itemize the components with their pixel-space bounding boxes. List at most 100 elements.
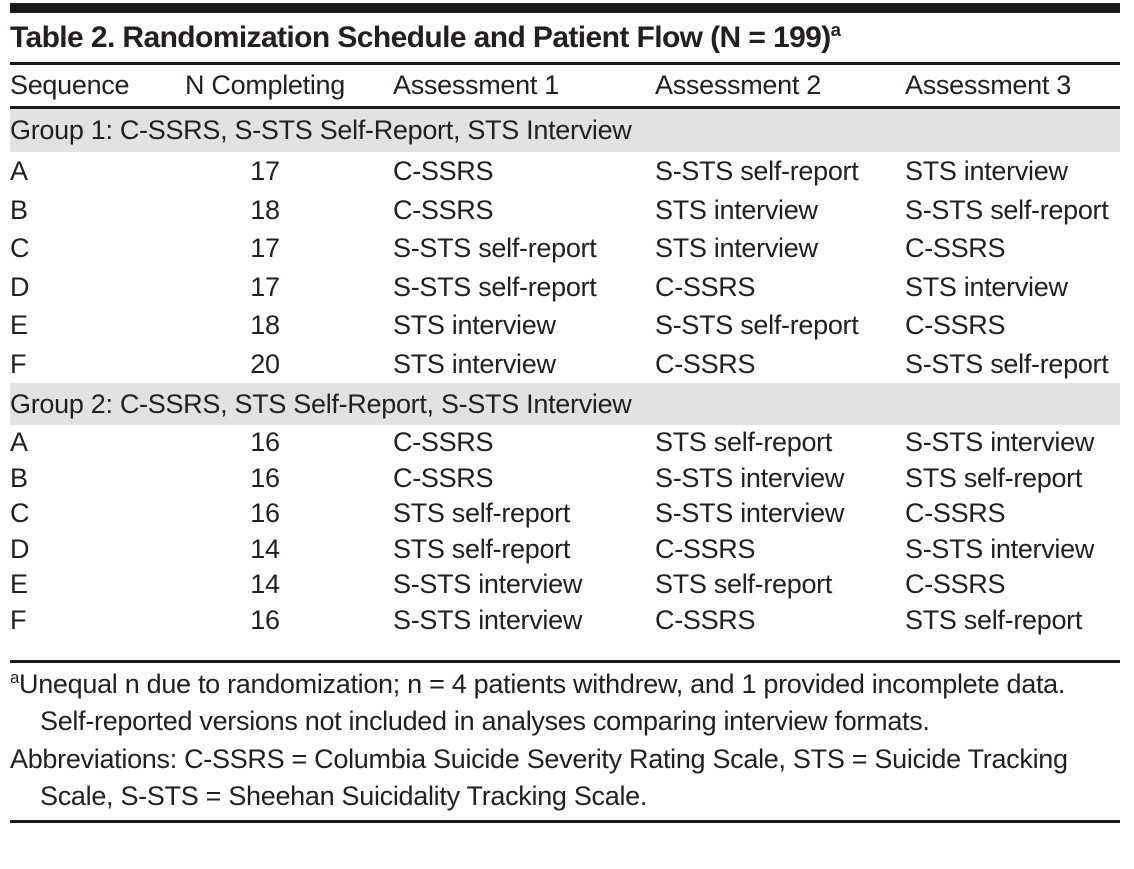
cell-n-completing: 16 <box>250 462 280 493</box>
table-row: A 17 C-SSRS S-STS self-report STS interv… <box>10 152 1120 191</box>
cell-n-completing: 18 <box>250 194 280 225</box>
cell-n-completing: 16 <box>250 427 280 457</box>
column-header-assessment-1: Assessment 1 <box>393 70 559 100</box>
cell-assessment-3: C-SSRS <box>905 233 1006 263</box>
cell-assessment-2: STS interview <box>655 233 818 263</box>
table-row: E 14 S-STS interview STS self-report C-S… <box>10 567 1120 603</box>
column-header-sequence: Sequence <box>10 70 130 100</box>
cell-sequence: A <box>10 427 28 457</box>
table-row: D 14 STS self-report C-SSRS S-STS interv… <box>10 532 1120 568</box>
table-row: D 17 S-STS self-report C-SSRS STS interv… <box>10 268 1120 307</box>
rule-below-title <box>10 62 1120 65</box>
table-row: F 20 STS interview C-SSRS S-STS self-rep… <box>10 345 1120 384</box>
cell-assessment-1: S-STS self-report <box>393 271 597 302</box>
table-row: F 16 S-STS interview C-SSRS STS self-rep… <box>10 603 1120 639</box>
cell-assessment-2: STS self-report <box>655 427 833 457</box>
table-2-panel: Table 2. Randomization Schedule and Pati… <box>10 3 1120 824</box>
cell-assessment-1: C-SSRS <box>393 427 494 457</box>
cell-assessment-3: C-SSRS <box>905 569 1006 599</box>
cell-assessment-1: STS interview <box>393 310 556 340</box>
cell-assessment-2: C-SSRS <box>655 271 756 302</box>
cell-assessment-3: S-STS self-report <box>905 194 1109 225</box>
table-header-row: Sequence N Completing Assessment 1 Asses… <box>10 65 1120 106</box>
table-footnotes: aUnequal n due to randomization; n = 4 p… <box>10 663 1072 820</box>
table-row: B 18 C-SSRS STS interview S-STS self-rep… <box>10 191 1120 230</box>
table-title-text: Table 2. Randomization Schedule and Pati… <box>10 21 831 54</box>
cell-assessment-2: C-SSRS <box>655 348 756 379</box>
cell-assessment-2: STS interview <box>655 194 818 225</box>
cell-sequence: F <box>10 604 27 635</box>
group-1-rows: A 17 C-SSRS S-STS self-report STS interv… <box>10 152 1120 383</box>
group-2-label: Group 2: C-SSRS, STS Self-Report, S-STS … <box>10 389 632 419</box>
rule-above-footnotes <box>10 660 1120 663</box>
table-top-bar <box>10 3 1120 13</box>
cell-assessment-2: C-SSRS <box>655 533 756 564</box>
table-row: A 16 C-SSRS STS self-report S-STS interv… <box>10 425 1120 461</box>
rule-below-header <box>10 106 1120 109</box>
cell-assessment-2: S-STS self-report <box>655 156 859 186</box>
cell-assessment-1: STS self-report <box>393 498 571 528</box>
table-row: B 16 C-SSRS S-STS interview STS self-rep… <box>10 461 1120 497</box>
table-title: Table 2. Randomization Schedule and Pati… <box>10 13 1120 62</box>
cell-sequence: E <box>10 310 28 340</box>
cell-n-completing: 14 <box>250 569 280 599</box>
group-1-band: Group 1: C-SSRS, S-STS Self-Report, STS … <box>10 109 1120 152</box>
cell-assessment-1: C-SSRS <box>393 462 494 493</box>
cell-assessment-3: C-SSRS <box>905 498 1006 528</box>
group-2-band: Group 2: C-SSRS, STS Self-Report, S-STS … <box>10 383 1120 425</box>
rule-table-bottom <box>10 820 1120 824</box>
cell-assessment-3: C-SSRS <box>905 310 1006 340</box>
cell-sequence: C <box>10 498 30 528</box>
cell-assessment-1: S-STS interview <box>393 604 583 635</box>
footnote-a-marker: a <box>10 668 20 687</box>
cell-assessment-3: S-STS interview <box>905 427 1095 457</box>
cell-n-completing: 17 <box>250 271 280 302</box>
cell-assessment-3: STS interview <box>905 156 1068 186</box>
cell-assessment-2: S-STS interview <box>655 498 845 528</box>
table-title-superscript: a <box>830 19 841 40</box>
cell-sequence: E <box>10 569 28 599</box>
column-header-n-completing: N Completing <box>185 70 345 100</box>
cell-assessment-1: S-STS self-report <box>393 233 597 263</box>
cell-sequence: A <box>10 156 28 186</box>
group-2-rows: A 16 C-SSRS STS self-report S-STS interv… <box>10 425 1120 638</box>
cell-assessment-3: S-STS self-report <box>905 348 1109 379</box>
cell-n-completing: 20 <box>250 348 280 379</box>
cell-assessment-1: C-SSRS <box>393 194 494 225</box>
cell-assessment-3: STS self-report <box>905 604 1083 635</box>
cell-sequence: B <box>10 462 28 493</box>
cell-n-completing: 16 <box>250 498 280 528</box>
cell-sequence: F <box>10 348 27 379</box>
cell-assessment-3: STS self-report <box>905 462 1083 493</box>
cell-assessment-3: S-STS interview <box>905 533 1095 564</box>
cell-assessment-1: STS interview <box>393 348 556 379</box>
cell-n-completing: 16 <box>250 604 280 635</box>
group-1-label: Group 1: C-SSRS, S-STS Self-Report, STS … <box>10 115 632 145</box>
cell-sequence: D <box>10 271 30 302</box>
cell-n-completing: 17 <box>250 156 280 186</box>
cell-sequence: C <box>10 233 30 263</box>
table-row: E 18 STS interview S-STS self-report C-S… <box>10 306 1120 345</box>
footnote-abbreviations-text: Abbreviations: C-SSRS = Columbia Suicide… <box>10 743 1068 811</box>
cell-sequence: D <box>10 533 30 564</box>
column-header-assessment-2: Assessment 2 <box>655 70 821 100</box>
table-row: C 16 STS self-report S-STS interview C-S… <box>10 496 1120 532</box>
cell-assessment-1: C-SSRS <box>393 156 494 186</box>
cell-assessment-2: S-STS self-report <box>655 310 859 340</box>
cell-assessment-3: STS interview <box>905 271 1068 302</box>
cell-n-completing: 17 <box>250 233 280 263</box>
column-header-assessment-3: Assessment 3 <box>905 70 1071 100</box>
cell-n-completing: 14 <box>250 533 280 564</box>
cell-assessment-1: S-STS interview <box>393 569 583 599</box>
cell-n-completing: 18 <box>250 310 280 340</box>
footnote-abbreviations: Abbreviations: C-SSRS = Columbia Suicide… <box>10 741 1072 816</box>
table-row: C 17 S-STS self-report STS interview C-S… <box>10 229 1120 268</box>
cell-assessment-2: C-SSRS <box>655 604 756 635</box>
footnote-a-text: Unequal n due to randomization; n = 4 pa… <box>19 669 1066 737</box>
footnote-a: aUnequal n due to randomization; n = 4 p… <box>10 666 1072 741</box>
cell-assessment-1: STS self-report <box>393 533 571 564</box>
spacer <box>10 638 1120 660</box>
cell-assessment-2: STS self-report <box>655 569 833 599</box>
cell-assessment-2: S-STS interview <box>655 462 845 493</box>
cell-sequence: B <box>10 194 28 225</box>
